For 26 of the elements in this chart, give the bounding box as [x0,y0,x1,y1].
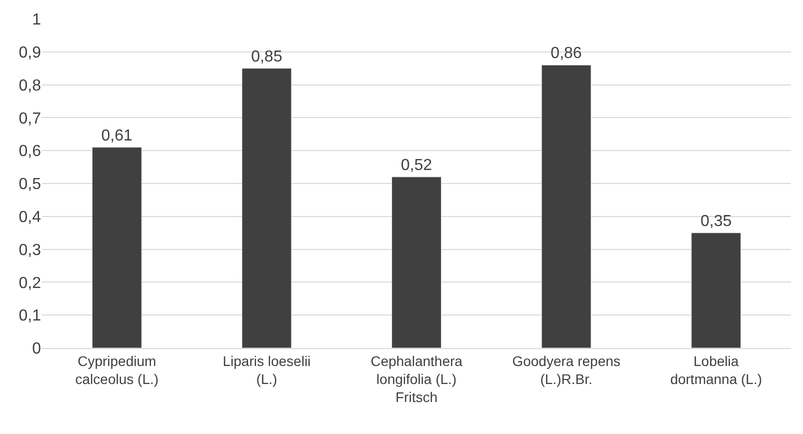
y-tick-label: 0 [32,340,42,358]
data-label: 0,61 [101,127,133,144]
y-tick-label: 0,2 [18,274,42,292]
y-tick-label: 0,9 [18,44,42,62]
y-tick-label: 1 [32,12,42,29]
bar [242,68,292,348]
data-label: 0,35 [700,212,732,230]
bar [691,232,742,348]
y-tick-label: 0,4 [18,209,42,226]
y-tick-label: 0,1 [18,308,42,325]
y-tick-label: 0,3 [18,242,42,259]
data-label: 0,86 [550,45,582,62]
y-tick-label: 0,7 [18,110,42,128]
bar [392,176,442,348]
y-tick-label: 0,8 [18,77,42,94]
data-label: 0,85 [251,48,282,66]
x-tick-label: Liparis loeselii (L.) [222,352,311,387]
x-tick-label: Lobelia dortmanna (L.) [670,352,762,387]
x-tick-label: Goodyera repens (L.)R.Br. [512,352,620,387]
y-tick-label: 0,5 [18,176,42,194]
x-tick-label: Cypripedium calceolus (L.) [75,352,159,387]
bar [92,147,142,348]
y-tick-label: 0,6 [18,143,42,160]
data-label: 0,52 [400,156,432,174]
x-tick-label: Cephalanthera longifolia (L.) Fritsch [370,352,463,406]
bar [541,64,592,348]
